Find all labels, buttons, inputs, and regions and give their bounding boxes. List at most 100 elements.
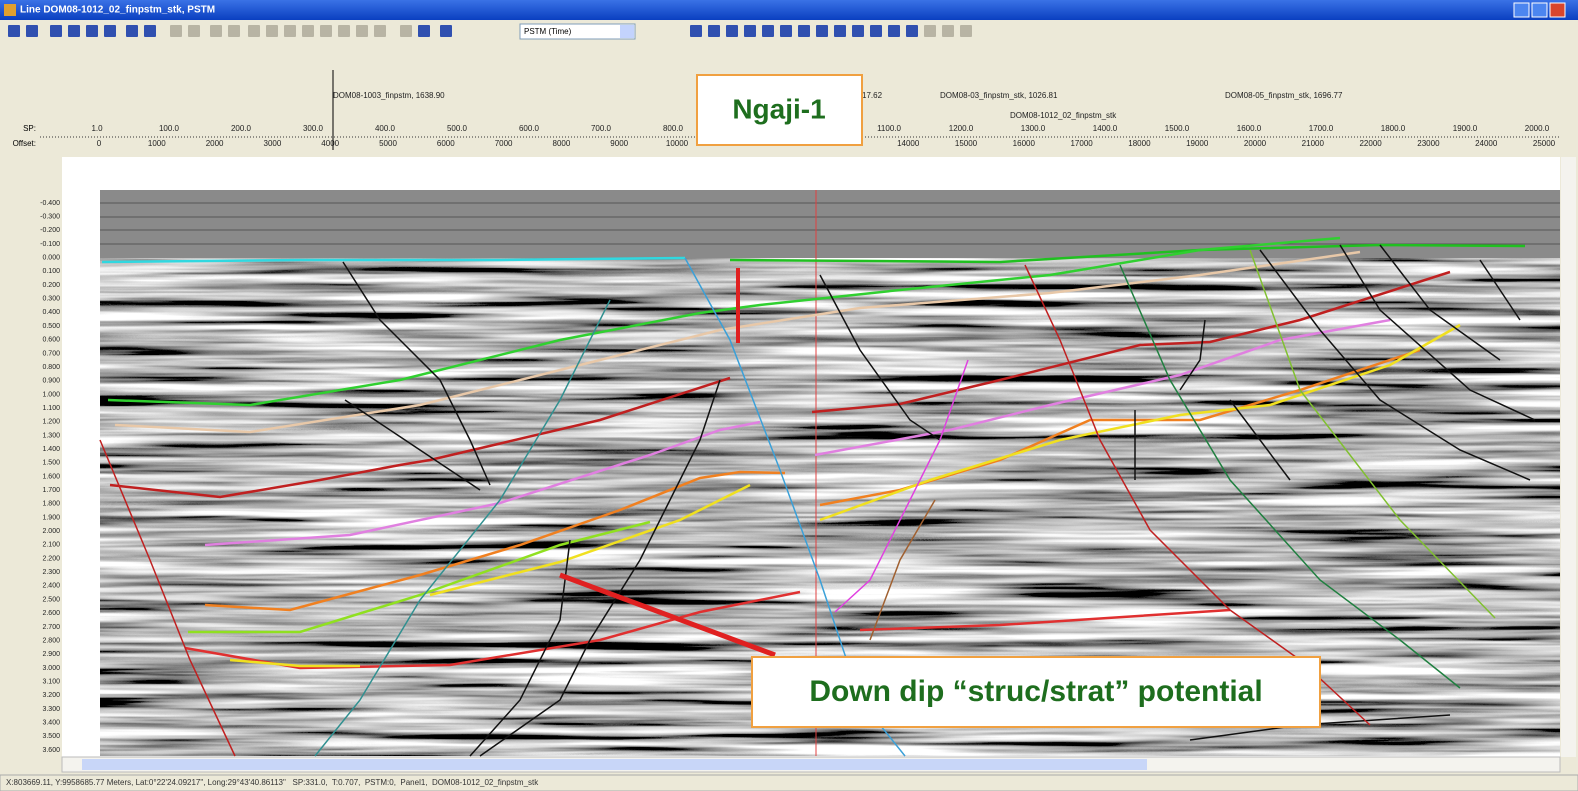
sp-tick-label: 1700.0 xyxy=(1309,124,1334,133)
offset-tick-label: 10000 xyxy=(666,139,689,148)
time-tick-label: 2.300 xyxy=(42,569,60,576)
tool-button[interactable] xyxy=(356,25,368,37)
offset-tick-label: 1000 xyxy=(148,139,166,148)
tool-button[interactable] xyxy=(228,25,240,37)
maximize[interactable] xyxy=(1531,2,1548,18)
tool-button[interactable] xyxy=(8,25,20,37)
time-tick-label: 1.100 xyxy=(42,405,60,412)
time-tick-label: 0.100 xyxy=(42,268,60,275)
offset-tick-label: 2000 xyxy=(206,139,224,148)
tool-button[interactable] xyxy=(126,25,138,37)
time-tick-label: 1.400 xyxy=(42,446,60,453)
tie-label: DOM08-03_finpstm_stk, 1026.81 xyxy=(940,91,1058,100)
sp-tick-label: 1200.0 xyxy=(949,124,974,133)
tool-button[interactable] xyxy=(302,25,314,37)
tool-button[interactable] xyxy=(50,25,62,37)
tool-button[interactable] xyxy=(86,25,98,37)
tool-button[interactable] xyxy=(762,25,774,37)
sp-tick-label: 700.0 xyxy=(591,124,612,133)
minimize[interactable] xyxy=(1513,2,1530,18)
tie-label: DOM08-1012_02_finpstm_stk xyxy=(1010,111,1117,120)
tool-button[interactable] xyxy=(210,25,222,37)
tool-button[interactable] xyxy=(248,25,260,37)
tool-button[interactable] xyxy=(170,25,182,37)
offset-tick-label: 8000 xyxy=(553,139,571,148)
tie-label: 17.62 xyxy=(862,91,883,100)
tool-button[interactable] xyxy=(960,25,972,37)
dropdown-arrow[interactable] xyxy=(620,25,634,38)
offset-tick-label: 14000 xyxy=(897,139,920,148)
title-bar xyxy=(0,0,1578,20)
time-tick-label: 1.000 xyxy=(42,391,60,398)
tool-button[interactable] xyxy=(284,25,296,37)
time-tick-label: 2.500 xyxy=(42,596,60,603)
sp-tick-label: 600.0 xyxy=(519,124,540,133)
tool-button[interactable] xyxy=(690,25,702,37)
dataset-dropdown[interactable] xyxy=(519,23,636,40)
time-tick-label: -0.300 xyxy=(40,214,60,221)
tool-button[interactable] xyxy=(816,25,828,37)
v-scrollbar[interactable] xyxy=(1561,157,1576,757)
tool-button[interactable] xyxy=(726,25,738,37)
sp-tick-label: 200.0 xyxy=(231,124,252,133)
tool-button[interactable] xyxy=(338,25,350,37)
sp-tick-label: 1400.0 xyxy=(1093,124,1118,133)
time-tick-label: 0.200 xyxy=(42,282,60,289)
tool-button[interactable] xyxy=(104,25,116,37)
sp-tick-label: 2000.0 xyxy=(1525,124,1550,133)
tool-button[interactable] xyxy=(744,25,756,37)
tool-button[interactable] xyxy=(852,25,864,37)
sp-tick-label: 100.0 xyxy=(159,124,180,133)
dataset-value: PSTM (Time) xyxy=(524,27,572,36)
offset-tick-label: 7000 xyxy=(495,139,513,148)
time-tick-label: 3.600 xyxy=(42,747,60,754)
sp-tick-label: 800.0 xyxy=(663,124,684,133)
tie-label: DOM08-1003_finpstm, 1638.90 xyxy=(333,91,445,100)
offset-tick-label: 6000 xyxy=(437,139,455,148)
time-tick-label: 2.000 xyxy=(42,528,60,535)
sp-tick-label: 1.0 xyxy=(91,124,103,133)
tool-button[interactable] xyxy=(266,25,278,37)
scroll-thumb[interactable] xyxy=(82,759,1147,770)
tool-button[interactable] xyxy=(924,25,936,37)
tool-button[interactable] xyxy=(320,25,332,37)
tool-button[interactable] xyxy=(188,25,200,37)
toolbar-icons xyxy=(8,25,972,37)
tool-button[interactable] xyxy=(780,25,792,37)
tool-button[interactable] xyxy=(870,25,882,37)
tool-button[interactable] xyxy=(68,25,80,37)
offset-tick-label: 20000 xyxy=(1244,139,1267,148)
time-tick-label: 1.500 xyxy=(42,460,60,467)
tool-button[interactable] xyxy=(144,25,156,37)
tool-button[interactable] xyxy=(418,25,430,37)
tool-button[interactable] xyxy=(798,25,810,37)
sp-tick-label: 1800.0 xyxy=(1381,124,1406,133)
time-tick-label: 3.400 xyxy=(42,719,60,726)
close[interactable] xyxy=(1549,2,1566,18)
time-tick-label: 0.900 xyxy=(42,378,60,385)
time-tick-label: 2.700 xyxy=(42,624,60,631)
tool-button[interactable] xyxy=(374,25,386,37)
tool-button[interactable] xyxy=(942,25,954,37)
time-tick-label: 2.900 xyxy=(42,651,60,658)
offset-tick-label: 3000 xyxy=(264,139,282,148)
offset-tick-label: 21000 xyxy=(1302,139,1325,148)
tool-button[interactable] xyxy=(888,25,900,37)
sp-tick-label: 1900.0 xyxy=(1453,124,1478,133)
offset-tick-label: 15000 xyxy=(955,139,978,148)
tool-button[interactable] xyxy=(400,25,412,37)
tool-button[interactable] xyxy=(26,25,38,37)
offset-tick-label: 5000 xyxy=(379,139,397,148)
time-tick-label: -0.100 xyxy=(40,241,60,248)
tool-button[interactable] xyxy=(440,25,452,37)
tool-button[interactable] xyxy=(834,25,846,37)
sp-label: SP: xyxy=(23,124,36,133)
window-title: Line DOM08-1012_02_finpstm_stk, PSTM xyxy=(20,5,215,16)
tool-button[interactable] xyxy=(906,25,918,37)
well-callout xyxy=(696,74,863,146)
sp-tick-label: 1600.0 xyxy=(1237,124,1262,133)
sp-tick-label: 1500.0 xyxy=(1165,124,1190,133)
time-tick-label: 2.800 xyxy=(42,637,60,644)
tool-button[interactable] xyxy=(708,25,720,37)
